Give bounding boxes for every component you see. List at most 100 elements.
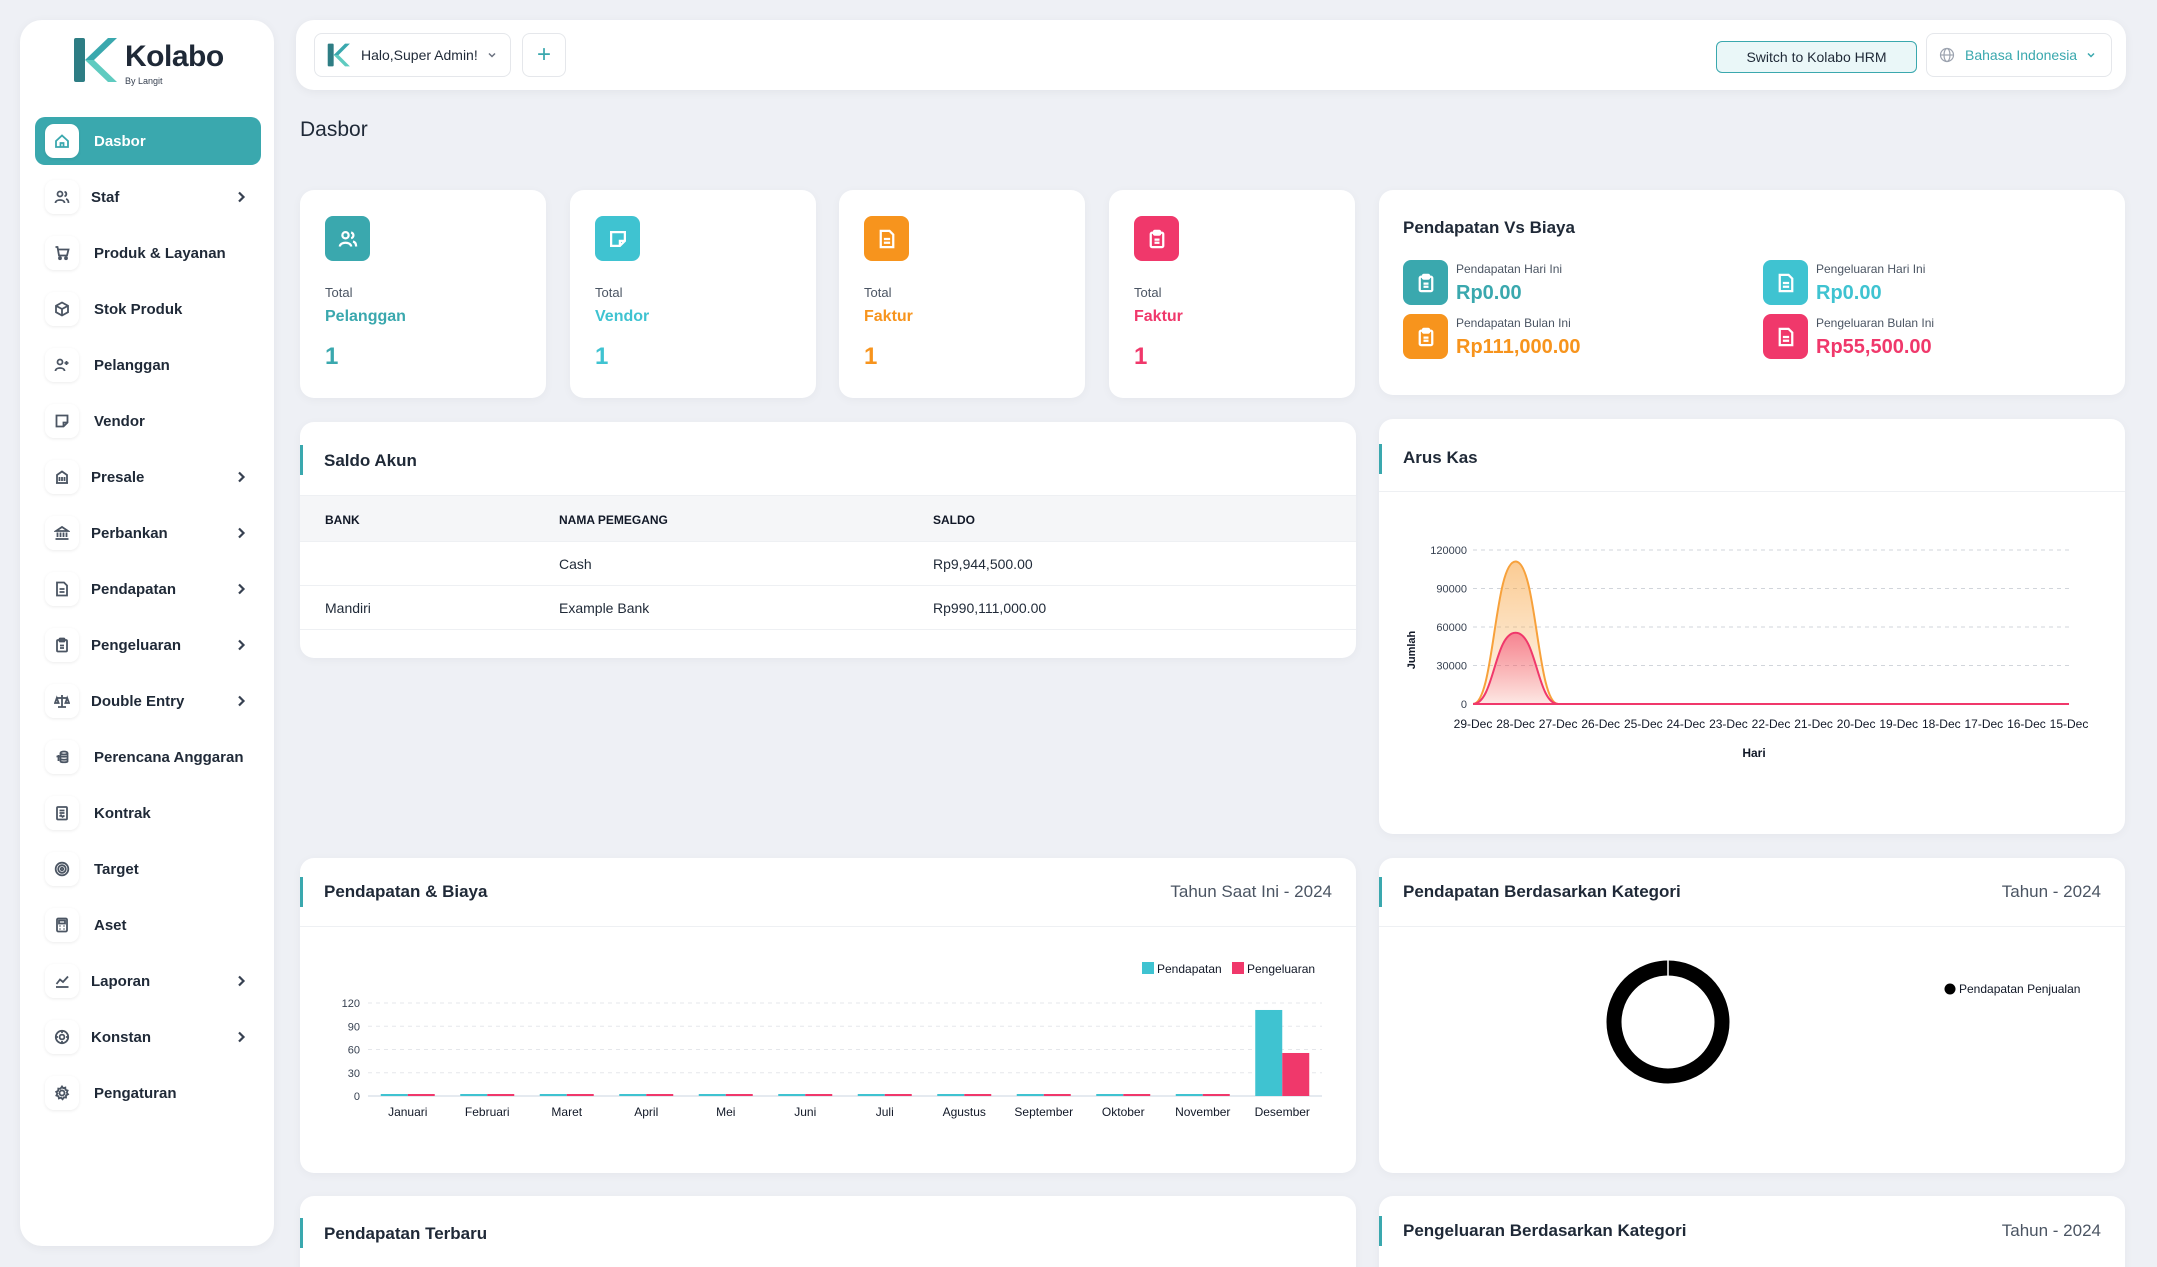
users-icon (45, 180, 79, 214)
sidebar-item-target[interactable]: Target (35, 845, 261, 893)
sidebar-item-stok-produk[interactable]: Stok Produk (35, 285, 261, 333)
sidebar-item-kontrak[interactable]: Kontrak (35, 789, 261, 837)
area-fill-series-1 (1473, 632, 2069, 704)
bar-pengeluaran[interactable] (646, 1094, 674, 1096)
sidebar-item-pengaturan[interactable]: Pengaturan (35, 1069, 261, 1117)
box-icon (45, 292, 79, 326)
sidebar-item-perencana-anggaran[interactable]: Perencana Anggaran (35, 733, 261, 781)
bar-pendapatan[interactable] (619, 1094, 647, 1096)
x-tick-label: 27-Dec (1539, 717, 1578, 731)
bar-pengeluaran[interactable] (407, 1094, 435, 1096)
bar-pengeluaran[interactable] (566, 1094, 594, 1096)
sidebar-item-pengeluaran[interactable]: Pengeluaran (35, 621, 261, 669)
bar-pendapatan[interactable] (380, 1094, 408, 1096)
stat-card-pelanggan[interactable]: Total Pelanggan 1 (300, 190, 546, 398)
chevron-right-icon (233, 525, 249, 541)
income-by-category-chart: Pendapatan Penjualan (1606, 960, 2080, 1084)
sidebar-item-staf[interactable]: Staf (35, 173, 261, 221)
chevron-right-icon (233, 189, 249, 205)
gear-icon (45, 1076, 79, 1110)
brand-logo[interactable]: Kolabo By Langit (72, 36, 224, 86)
cart-icon (45, 236, 79, 270)
x-tick-label: Maret (551, 1105, 582, 1119)
sidebar-item-pendapatan[interactable]: Pendapatan (35, 565, 261, 613)
sidebar-item-vendor[interactable]: Vendor (35, 397, 261, 445)
greeting-text: Halo,Super Admin! (361, 47, 478, 63)
bar-pendapatan[interactable] (1096, 1094, 1124, 1096)
summary-label: Pengeluaran Bulan Ini (1816, 316, 1935, 330)
summary-label: Pendapatan Hari Ini (1456, 262, 1563, 276)
chevron-right-icon (233, 1029, 249, 1045)
bar-pengeluaran[interactable] (884, 1094, 912, 1096)
bar-pendapatan[interactable] (937, 1094, 965, 1096)
sticky-note-icon (45, 404, 79, 438)
sidebar-item-pelanggan[interactable]: Pelanggan (35, 341, 261, 389)
sidebar-item-produk-layanan[interactable]: Produk & Layanan (35, 229, 261, 277)
sidebar-item-label: Kontrak (94, 804, 151, 822)
card-title: Arus Kas (1403, 448, 1478, 467)
bar-pengeluaran[interactable] (1282, 1052, 1310, 1096)
sidebar-item-label: Target (94, 860, 139, 878)
sidebar-item-laporan[interactable]: Laporan (35, 957, 261, 1005)
table-header: BANK NAMA PEMEGANG SALDO (300, 495, 1356, 542)
user-menu-button[interactable]: Halo,Super Admin! (314, 33, 511, 77)
y-tick-label: 0 (1461, 699, 1467, 711)
bar-pendapatan[interactable] (857, 1094, 885, 1096)
file-icon (1763, 260, 1808, 305)
sidebar-item-dasbor[interactable]: Dasbor (35, 117, 261, 165)
clipboard-icon (1134, 216, 1179, 261)
summary-value: Rp0.00 (1456, 282, 1522, 304)
donut-slice[interactable] (1606, 960, 1730, 1084)
sidebar-item-label: Aset (94, 916, 127, 934)
y-tick-label: 120 (342, 998, 360, 1010)
x-tick-label: 28-Dec (1496, 717, 1535, 731)
stat-value: 1 (864, 343, 878, 370)
stat-total-label: Total (1134, 285, 1162, 300)
stat-card-vendor[interactable]: Total Vendor 1 (570, 190, 816, 398)
account-balance-card: Saldo Akun BANK NAMA PEMEGANG SALDO Cash… (300, 422, 1356, 658)
summary-item: Pendapatan Bulan Ini Rp111,000.00 (1403, 314, 1581, 359)
stat-card-faktur[interactable]: Total Faktur 1 (1109, 190, 1355, 398)
chevron-down-icon (2087, 52, 2095, 58)
add-button[interactable]: + (522, 33, 566, 77)
sidebar-item-presale[interactable]: Presale (35, 453, 261, 501)
bar-pendapatan[interactable] (539, 1094, 567, 1096)
invoice-icon (864, 216, 909, 261)
sidebar-item-label: Produk & Layanan (94, 244, 226, 262)
table-row[interactable]: Cash Rp9,944,500.00 (300, 542, 1356, 586)
sidebar-item-konstan[interactable]: Konstan (35, 1013, 261, 1061)
period-label: Tahun Saat Ini - 2024 (1170, 882, 1332, 901)
switch-hrm-button[interactable]: Switch to Kolabo HRM (1716, 41, 1917, 73)
chart-line-icon (45, 964, 79, 998)
contract-icon (45, 796, 79, 830)
kolabo-logo-icon (327, 43, 350, 67)
calculator-icon (45, 908, 79, 942)
bar-pendapatan[interactable] (1255, 1009, 1283, 1096)
bar-pengeluaran[interactable] (1202, 1094, 1230, 1096)
bar-pengeluaran[interactable] (964, 1094, 992, 1096)
bar-pengeluaran[interactable] (805, 1094, 833, 1096)
kolabo-logo-icon (74, 38, 117, 82)
x-tick-label: 29-Dec (1454, 717, 1493, 731)
bar-pendapatan[interactable] (1016, 1094, 1044, 1096)
bar-pendapatan[interactable] (778, 1094, 806, 1096)
table-row[interactable]: Mandiri Example Bank Rp990,111,000.00 (300, 586, 1356, 630)
legend-label: Pendapatan (1157, 962, 1222, 976)
bar-pengeluaran[interactable] (1043, 1094, 1071, 1096)
summary-label: Pendapatan Bulan Ini (1456, 316, 1571, 330)
stat-card-faktur[interactable]: Total Faktur 1 (839, 190, 1085, 398)
bar-pendapatan[interactable] (460, 1094, 488, 1096)
sidebar-item-perbankan[interactable]: Perbankan (35, 509, 261, 557)
bar-pengeluaran[interactable] (1123, 1094, 1151, 1096)
bar-pendapatan[interactable] (1175, 1094, 1203, 1096)
divider (300, 926, 1356, 927)
bar-pengeluaran[interactable] (487, 1094, 515, 1096)
sidebar-item-double-entry[interactable]: Double Entry (35, 677, 261, 725)
language-select[interactable]: Bahasa Indonesia (1926, 33, 2112, 77)
y-tick-label: 90 (348, 1021, 360, 1033)
bank-icon (45, 516, 79, 550)
bar-pengeluaran[interactable] (725, 1094, 753, 1096)
card-title: Saldo Akun (324, 451, 417, 470)
bar-pendapatan[interactable] (698, 1094, 726, 1096)
sidebar-item-aset[interactable]: Aset (35, 901, 261, 949)
